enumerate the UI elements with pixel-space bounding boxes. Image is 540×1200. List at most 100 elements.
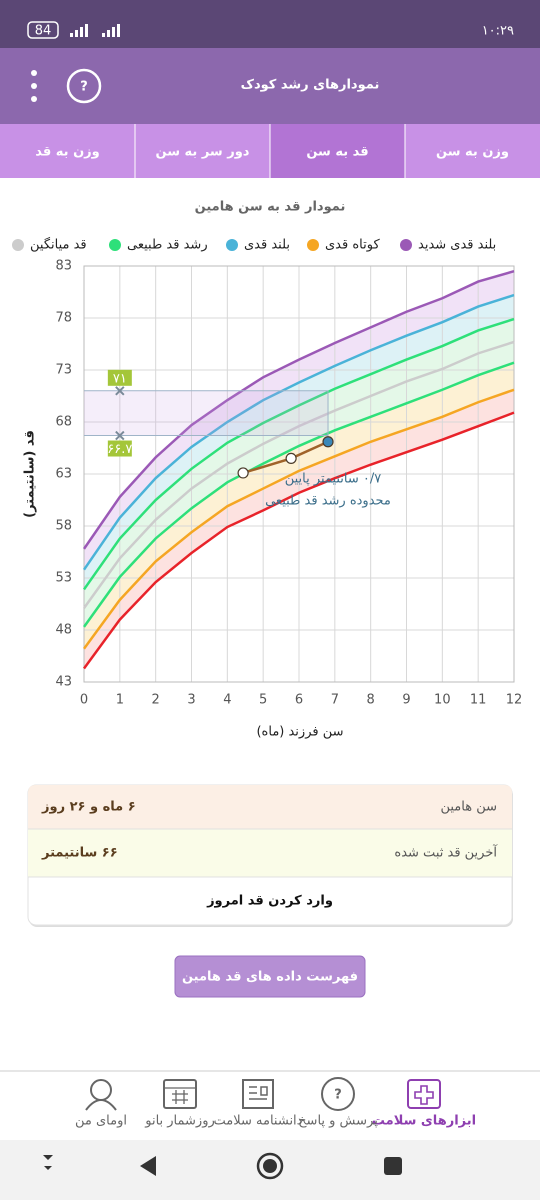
band — [84, 295, 514, 590]
nav-label[interactable]: ابزارهای سلامت — [372, 1114, 476, 1129]
y-tick-label: 68 — [55, 415, 72, 430]
legend-label: کوتاه قدی — [325, 238, 380, 253]
app-title: نمودارهای رشد کودک — [241, 78, 380, 93]
info-label: آخرین قد ثبت شده — [394, 844, 498, 861]
x-tick-label: 7 — [331, 693, 339, 708]
y-tick-label: 58 — [55, 519, 72, 534]
guide-band — [84, 390, 329, 436]
menu-button[interactable] — [31, 70, 37, 102]
enter-height-action[interactable]: وارد کردن قد امروز — [206, 894, 333, 909]
info-value: ۶ ماه و ۲۶ روز — [41, 800, 136, 815]
status-bar — [0, 0, 540, 48]
x-tick-label: 3 — [187, 693, 195, 708]
growth-curve — [82, 317, 515, 591]
chart-title: نمودار قد به سن هامین — [195, 200, 346, 215]
tab-label[interactable]: وزن به قد — [35, 145, 100, 160]
tab-label[interactable]: دور سر به سن — [156, 145, 250, 160]
nav-icon[interactable] — [163, 1079, 197, 1109]
tab-label[interactable]: وزن به سن — [436, 145, 509, 160]
x-tick-label: 1 — [116, 693, 124, 708]
nav-icon[interactable] — [85, 1079, 117, 1111]
legend-swatch — [400, 239, 412, 251]
clock: ۱۰:۲۹ — [482, 24, 514, 39]
guide-badge — [107, 369, 132, 386]
app-bar — [0, 48, 540, 124]
child-point — [285, 452, 297, 464]
back-button[interactable] — [140, 1156, 156, 1176]
tab[interactable] — [0, 124, 135, 178]
x-tick-label: 9 — [402, 693, 410, 708]
annotation: محدوده رشد قد طبیعی — [265, 494, 391, 509]
recents-button[interactable] — [384, 1157, 402, 1175]
tab-label[interactable]: قد به سن — [306, 145, 368, 160]
legend-label: بلند قدی شدید — [418, 238, 496, 253]
guide-marker — [115, 386, 125, 396]
y-tick-label: 63 — [55, 467, 72, 482]
growth-curve — [82, 293, 515, 571]
info-card — [27, 784, 513, 927]
x-tick-label: 8 — [367, 693, 375, 708]
battery-level: 84 — [35, 24, 52, 39]
icon-shape — [163, 1079, 197, 1109]
battery-icon — [27, 21, 59, 39]
nav-label[interactable]: دانشنامه سلامت — [214, 1114, 303, 1129]
growth-curve — [82, 361, 515, 628]
chart: بلند قدی شدید کوتاه قدی بلند قدی رشد قد طبی… — [12, 237, 522, 708]
tab-bar: وزن به سن قد به سن دور سر به سن وزن به قد — [0, 124, 540, 178]
legend-label: رشد قد طبیعی — [127, 238, 208, 253]
icon-shape — [85, 1099, 117, 1111]
x-tick-label: 11 — [470, 693, 487, 708]
y-tick-label: 83 — [55, 259, 72, 274]
band — [84, 362, 514, 649]
y-axis-label: قد (سانتیمتر) — [23, 430, 38, 518]
y-tick-label: 48 — [55, 623, 72, 638]
help-button[interactable]: ? — [66, 68, 102, 104]
nav-icon[interactable] — [242, 1079, 274, 1109]
info-value: ۶۶ سانتیمتر — [41, 846, 118, 861]
icon-shape — [321, 1077, 355, 1111]
y-tick-label: 73 — [55, 363, 72, 378]
list-button-label[interactable]: فهرست داده های قد هامین — [182, 970, 358, 985]
legend-swatch — [12, 239, 24, 251]
band — [84, 271, 514, 570]
icon-shape: ? — [334, 1088, 342, 1103]
x-tick-label: 10 — [434, 693, 451, 708]
list-button[interactable] — [174, 955, 366, 998]
svg-text:?: ? — [80, 80, 88, 95]
plot-frame — [83, 265, 515, 683]
icon-shape — [242, 1079, 274, 1109]
nav-label[interactable]: اومای من — [75, 1114, 127, 1129]
legend-label: قد میانگین — [30, 237, 87, 253]
nav-icon[interactable] — [407, 1079, 441, 1109]
nav-icon[interactable]: ? — [321, 1077, 355, 1111]
info-label: سن هامین — [440, 800, 497, 815]
icon-shape — [407, 1079, 441, 1109]
legend-label: بلند قدی — [244, 238, 290, 253]
guide-marker — [115, 430, 125, 441]
tab[interactable] — [270, 124, 405, 178]
x-tick-label: 4 — [223, 693, 231, 708]
y-tick-label: 78 — [55, 311, 72, 326]
legend-swatch — [226, 239, 238, 251]
growth-curve — [82, 340, 515, 609]
tab[interactable] — [135, 124, 270, 178]
annotation: ۰/۷ سانتیمتر پایین — [285, 472, 382, 487]
x-tick-label: 2 — [152, 693, 160, 708]
child-point — [322, 436, 334, 448]
x-tick-label: 5 — [259, 693, 267, 708]
icon-shape — [90, 1079, 112, 1101]
nav-label[interactable]: پرسش و پاسخ — [298, 1114, 378, 1129]
y-tick-label: 53 — [55, 571, 72, 586]
nav-label[interactable]: روزشمار بانو — [144, 1114, 215, 1129]
home-button[interactable] — [256, 1152, 284, 1180]
band — [84, 319, 514, 609]
icon-shape — [249, 1086, 268, 1100]
growth-curve — [82, 388, 515, 650]
legend-swatch — [307, 239, 319, 251]
tab[interactable] — [405, 124, 540, 178]
keyboard-button[interactable] — [43, 1155, 53, 1170]
signal-icons — [70, 24, 120, 37]
